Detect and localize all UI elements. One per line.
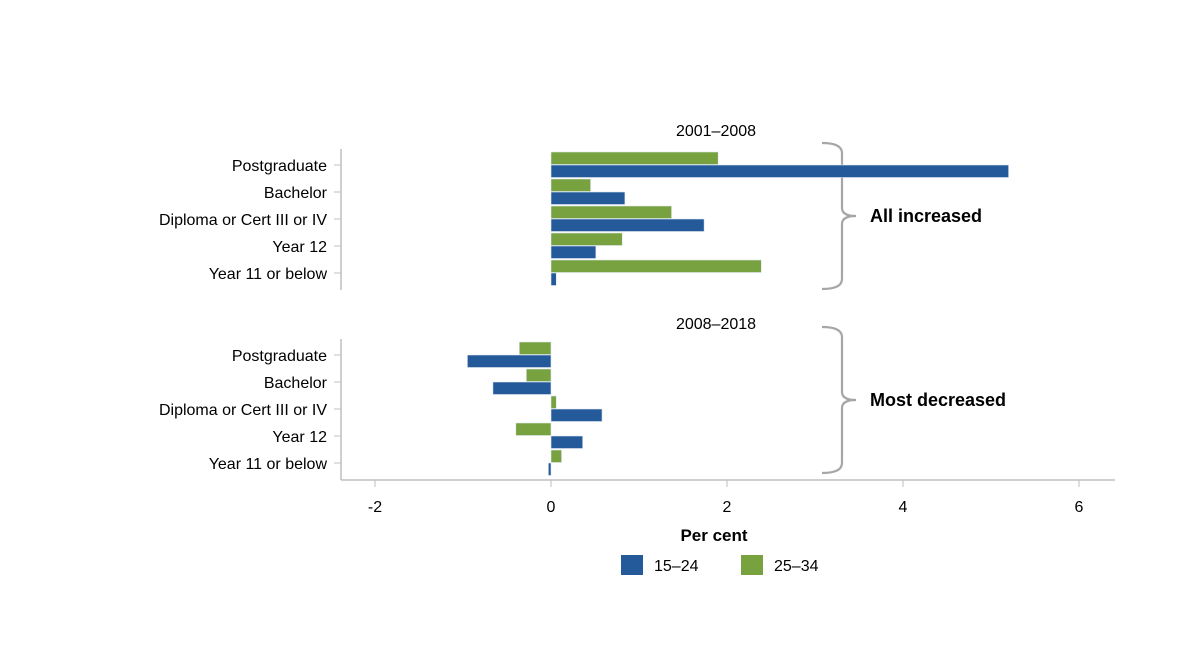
category-label: Year 11 or below (209, 266, 328, 283)
annotation-label: Most decreased (870, 390, 1006, 410)
bar-25-34-year-11-or-below (550, 259, 762, 273)
bar-25-34-year-12 (550, 232, 623, 246)
x-tick-label: 4 (899, 499, 908, 516)
category-label: Bachelor (264, 375, 328, 392)
category-label: Bachelor (264, 185, 328, 202)
category-label: Diploma or Cert III or IV (159, 402, 327, 419)
bar-15-24-diploma-or-cert-iii-or-iv (550, 218, 705, 232)
x-tick-label: 2 (723, 499, 732, 516)
panel-title: 2001–2008 (676, 123, 756, 140)
legend-swatch (741, 555, 763, 575)
category-label: Postgraduate (232, 348, 327, 365)
panel-title: 2008–2018 (676, 316, 756, 333)
bar-25-34-bachelor (526, 368, 552, 382)
bar-15-24-bachelor (492, 381, 552, 395)
x-tick-label: -2 (368, 499, 382, 516)
bar-25-34-postgraduate (550, 151, 719, 165)
annotation-label: All increased (870, 206, 982, 226)
category-label: Diploma or Cert III or IV (159, 212, 327, 229)
brace (821, 141, 857, 291)
bar-15-24-year-11-or-below (550, 272, 557, 286)
category-label: Postgraduate (232, 158, 327, 175)
bar-15-24-postgraduate (550, 164, 1009, 178)
bar-25-34-year-12 (515, 422, 552, 436)
category-label: Year 12 (272, 239, 327, 256)
legend-label: 25–34 (774, 558, 819, 575)
bar-25-34-bachelor (550, 178, 591, 192)
bar-15-24-year-12 (550, 435, 583, 449)
brace (821, 325, 857, 475)
bar-25-34-postgraduate (519, 341, 552, 355)
bar-15-24-year-12 (550, 245, 597, 259)
bar-15-24-diploma-or-cert-iii-or-iv (550, 408, 603, 422)
x-tick-label: 0 (547, 499, 556, 516)
bar-15-24-bachelor (550, 191, 626, 205)
x-tick-label: 6 (1075, 499, 1084, 516)
bar-25-34-diploma-or-cert-iii-or-iv (550, 205, 672, 219)
bar-15-24-postgraduate (467, 354, 552, 368)
category-label: Year 12 (272, 429, 327, 446)
bar-25-34-year-11-or-below (550, 449, 562, 463)
legend-swatch (621, 555, 643, 575)
bar-15-24-year-11-or-below (548, 462, 552, 476)
legend-label: 15–24 (654, 558, 699, 575)
category-label: Year 11 or below (209, 456, 328, 473)
x-axis-title: Per cent (680, 526, 747, 545)
bar-25-34-diploma-or-cert-iii-or-iv (550, 395, 557, 409)
